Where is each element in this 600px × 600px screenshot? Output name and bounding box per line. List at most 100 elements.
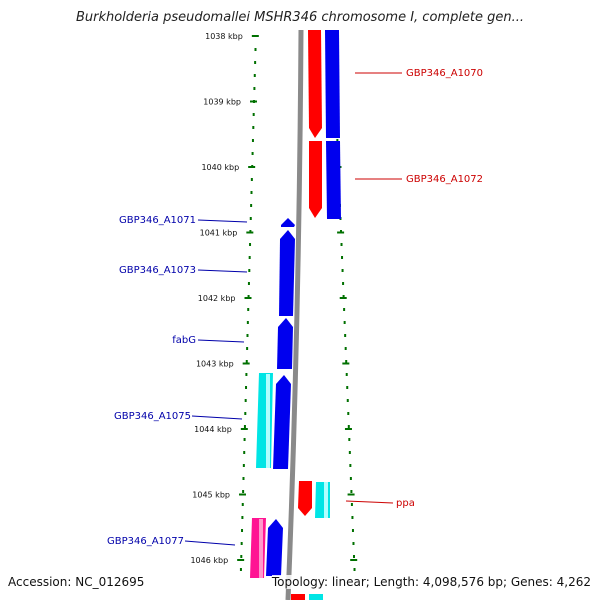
gene-GBP346_A1071[interactable] xyxy=(281,218,295,227)
gene-label-GBP346_A1071[interactable]: GBP346_A1071 xyxy=(119,215,196,226)
ruler-dot-right xyxy=(345,360,348,363)
ruler-dot-right xyxy=(353,568,356,571)
ruler-dot-right xyxy=(352,542,355,545)
ruler-dot-right xyxy=(348,451,351,454)
gene-ppa-cyan-highlight xyxy=(324,482,328,518)
ruler-tick-label: 1042 kbp xyxy=(198,294,236,303)
ruler-dot xyxy=(252,113,255,116)
ruler-dot xyxy=(242,464,245,467)
gene-GBP346_A1070-blue[interactable] xyxy=(325,30,340,138)
ruler-dot-right xyxy=(345,373,348,376)
ruler-dot-right xyxy=(351,529,354,532)
ruler-dot-right xyxy=(342,295,345,298)
ruler-dot xyxy=(249,217,252,220)
ruler-dot-right xyxy=(348,438,351,441)
label-leaders xyxy=(184,72,402,546)
ruler-dot-right xyxy=(341,269,344,272)
ruler-dot xyxy=(243,438,246,441)
ruler-dot xyxy=(241,516,244,519)
ruler-dot xyxy=(245,386,248,389)
ruler-dot xyxy=(241,503,244,506)
ruler-dot xyxy=(243,451,246,454)
ruler-dot-right xyxy=(346,399,349,402)
ruler-tick-label: 1045 kbp xyxy=(192,491,230,500)
gene-GBP346_A1077-pink[interactable] xyxy=(250,518,266,578)
ruler-tick-label: 1040 kbp xyxy=(201,163,239,172)
gene-GBP346_A1075-blue[interactable] xyxy=(273,375,291,469)
ruler-dot xyxy=(242,490,245,493)
ruler-dot xyxy=(247,295,250,298)
ruler-dot xyxy=(249,243,252,246)
ruler-dot xyxy=(246,334,249,337)
ruler-dot xyxy=(239,568,242,571)
ruler: 1038 kbp 1039 kbp 1040 kbp 1041 kbp 1042 kbp… xyxy=(190,32,358,565)
gene-GBP346_A1072-blue[interactable] xyxy=(326,141,341,219)
ruler-dot xyxy=(245,360,248,363)
ruler-tick-label: 1039 kbp xyxy=(203,98,241,107)
gene-GBP346_A1075-cyan[interactable] xyxy=(256,373,273,468)
ruler-dot xyxy=(247,308,250,311)
ruler-tick-label: 1038 kbp xyxy=(205,32,243,41)
gene-ppa-red[interactable] xyxy=(298,481,312,516)
ruler-dot xyxy=(250,191,253,194)
gene-label-GBP346_A1072[interactable]: GBP346_A1072 xyxy=(406,174,483,185)
ruler-dot xyxy=(252,126,255,129)
gene-label-GBP346_A1073[interactable]: GBP346_A1073 xyxy=(119,265,196,276)
gene-label-GBP346_A1070[interactable]: GBP346_A1070 xyxy=(406,68,483,79)
ruler-tick-label: 1046 kbp xyxy=(190,556,228,565)
genome-summary-text: Topology: linear; Length: 4,098,576 bp; … xyxy=(271,575,591,589)
ruler-dot xyxy=(244,399,247,402)
ruler-dot xyxy=(240,555,243,558)
ruler-dot-right xyxy=(349,477,352,480)
ruler-dot xyxy=(240,542,243,545)
gene-label-GBP346_A1077[interactable]: GBP346_A1077 xyxy=(107,536,184,547)
ruler-dot xyxy=(248,269,251,272)
ruler-dot-right xyxy=(350,490,353,493)
sequence-axis xyxy=(285,29,304,600)
ruler-dot-right xyxy=(340,243,343,246)
ruler-dot xyxy=(242,477,245,480)
gene-label-GBP346_A1075[interactable]: GBP346_A1075 xyxy=(114,411,191,422)
ruler-dot-right xyxy=(351,516,354,519)
ruler-dot xyxy=(253,74,256,77)
ruler-dot-right xyxy=(341,256,344,259)
gene-label-fabG[interactable]: fabG xyxy=(172,335,196,346)
forward-strand-genes xyxy=(291,30,341,600)
ruler-dot xyxy=(254,48,257,51)
ruler-dot-right xyxy=(336,139,339,142)
reverse-strand-genes xyxy=(250,218,295,578)
ruler-dot-right xyxy=(343,308,346,311)
ruler-dot xyxy=(246,347,249,350)
accession-text: Accession: NC_012695 xyxy=(8,575,145,589)
ruler-dot-right xyxy=(342,282,345,285)
ruler-dot xyxy=(241,529,244,532)
ruler-dot xyxy=(251,152,254,155)
ruler-dots xyxy=(239,48,356,571)
ruler-dot-right xyxy=(347,425,350,428)
gene-labels: GBP346_A1070 GBP346_A1072 GBP346_A1071 G… xyxy=(107,68,483,547)
ruler-dot xyxy=(253,87,256,90)
ruler-dot-right xyxy=(349,464,352,467)
ruler-dot xyxy=(243,425,246,428)
ruler-dot xyxy=(251,139,254,142)
gene-fabG[interactable] xyxy=(277,318,293,369)
ruler-dot-right xyxy=(344,334,347,337)
gene-GBP346_A1072-red[interactable] xyxy=(309,141,322,218)
ruler-tick-label: 1043 kbp xyxy=(196,360,234,369)
gene-GBP346_A1070-red[interactable] xyxy=(308,30,322,138)
gene-GBP346_A1073[interactable] xyxy=(279,230,295,316)
ruler-dot xyxy=(245,373,248,376)
ruler-tick-label: 1044 kbp xyxy=(194,425,232,434)
gene-GBP346_A1075-cyan-highlight xyxy=(266,374,270,468)
gene-partial-red[interactable] xyxy=(291,594,305,600)
ruler-tick-label: 1041 kbp xyxy=(200,229,238,238)
ruler-dot xyxy=(248,256,251,259)
ruler-dot-right xyxy=(353,555,355,558)
gene-GBP346_A1077-blue[interactable] xyxy=(266,519,283,576)
ruler-dot-right xyxy=(343,321,346,324)
ruler-dot-right xyxy=(346,386,349,389)
ruler-dot xyxy=(250,204,253,207)
gene-label-ppa[interactable]: ppa xyxy=(396,498,415,509)
gene-partial-cyan[interactable] xyxy=(309,594,323,600)
